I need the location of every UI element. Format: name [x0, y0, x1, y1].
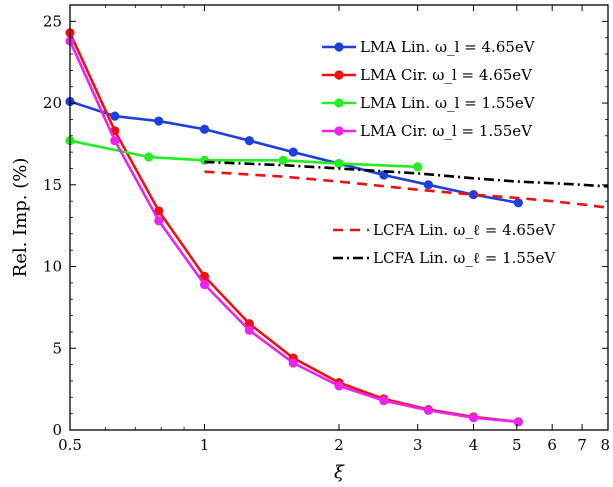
x-tick-label: 1 [200, 436, 210, 454]
x-tick-label: 2 [334, 436, 344, 454]
legend-label-2: LMA Lin. ω_l = 1.55eV [360, 94, 536, 112]
y-tick-label: 20 [43, 94, 62, 112]
legend: LMA Lin. ω_l = 4.65eV LMA Cir. ω_l = 4.65… [322, 38, 556, 267]
x-tick-label: 4 [469, 436, 479, 454]
series-3-point [334, 381, 344, 391]
legend-label-1: LMA Cir. ω_l = 4.65eV [360, 66, 533, 84]
x-tick-label: 8 [600, 436, 610, 454]
legend-label-0: LMA Lin. ω_l = 4.65eV [360, 38, 536, 56]
y-tick-label: 0 [52, 421, 62, 439]
y-tick-label: 25 [43, 12, 62, 30]
x-tick-label: 3 [413, 436, 423, 454]
legend-label-4: LCFA Lin. ω_ℓ = 4.65eV [373, 221, 556, 239]
series-0-point [154, 116, 164, 126]
series-0-point [244, 136, 254, 146]
y-axis-label: Rel. Imp. (%) [10, 158, 31, 278]
series-0-point [199, 124, 210, 134]
series-2-point [144, 152, 154, 162]
x-tick-label: 6 [547, 436, 557, 454]
series-3-point [513, 417, 523, 427]
series-3-point [379, 395, 389, 406]
series-line-2 [69, 139, 418, 169]
x-tick-label: 0.5 [58, 436, 82, 454]
plot-layer [65, 28, 609, 427]
legend-marker-3 [334, 126, 344, 136]
legend-marker-2 [334, 98, 344, 108]
legend-marker-1 [334, 70, 344, 80]
series-3-point [244, 325, 254, 335]
series-2-point [334, 158, 344, 169]
series-0-point [288, 147, 298, 157]
x-tick-label: 5 [512, 436, 522, 454]
axis-layer: 0 5 10 15 20 25 0.5 1 2 3 4 5 6 7 8 [43, 5, 610, 454]
series-3-point [468, 413, 479, 423]
series-0-point [513, 198, 523, 208]
series-2-point [199, 155, 210, 165]
series-1-point [199, 271, 210, 281]
legend-marker-0 [334, 42, 344, 52]
series-3-point [288, 358, 298, 368]
series-2-point [278, 155, 288, 165]
series-3-point [423, 405, 433, 415]
series-0-point [468, 190, 479, 200]
series-3-point [199, 279, 210, 290]
series-3-point [110, 136, 120, 146]
series-0-point [423, 180, 433, 190]
x-axis-label: ξ [334, 462, 345, 483]
series-line-5 [204, 160, 609, 188]
y-tick-label: 15 [43, 176, 62, 194]
series-1-point [154, 206, 164, 216]
series-line-4 [204, 170, 609, 209]
legend-label-3: LMA Cir. ω_l = 1.55eV [360, 122, 533, 140]
x-tick-label: 7 [577, 436, 587, 454]
series-1-point [244, 319, 254, 329]
series-0-point [110, 111, 120, 121]
series-3-point [154, 216, 164, 226]
legend-label-5: LCFA Lin. ω_ℓ = 1.55eV [373, 249, 556, 267]
series-2-point [413, 162, 423, 172]
y-tick-label: 10 [43, 258, 62, 276]
y-tick-label: 5 [52, 339, 62, 357]
